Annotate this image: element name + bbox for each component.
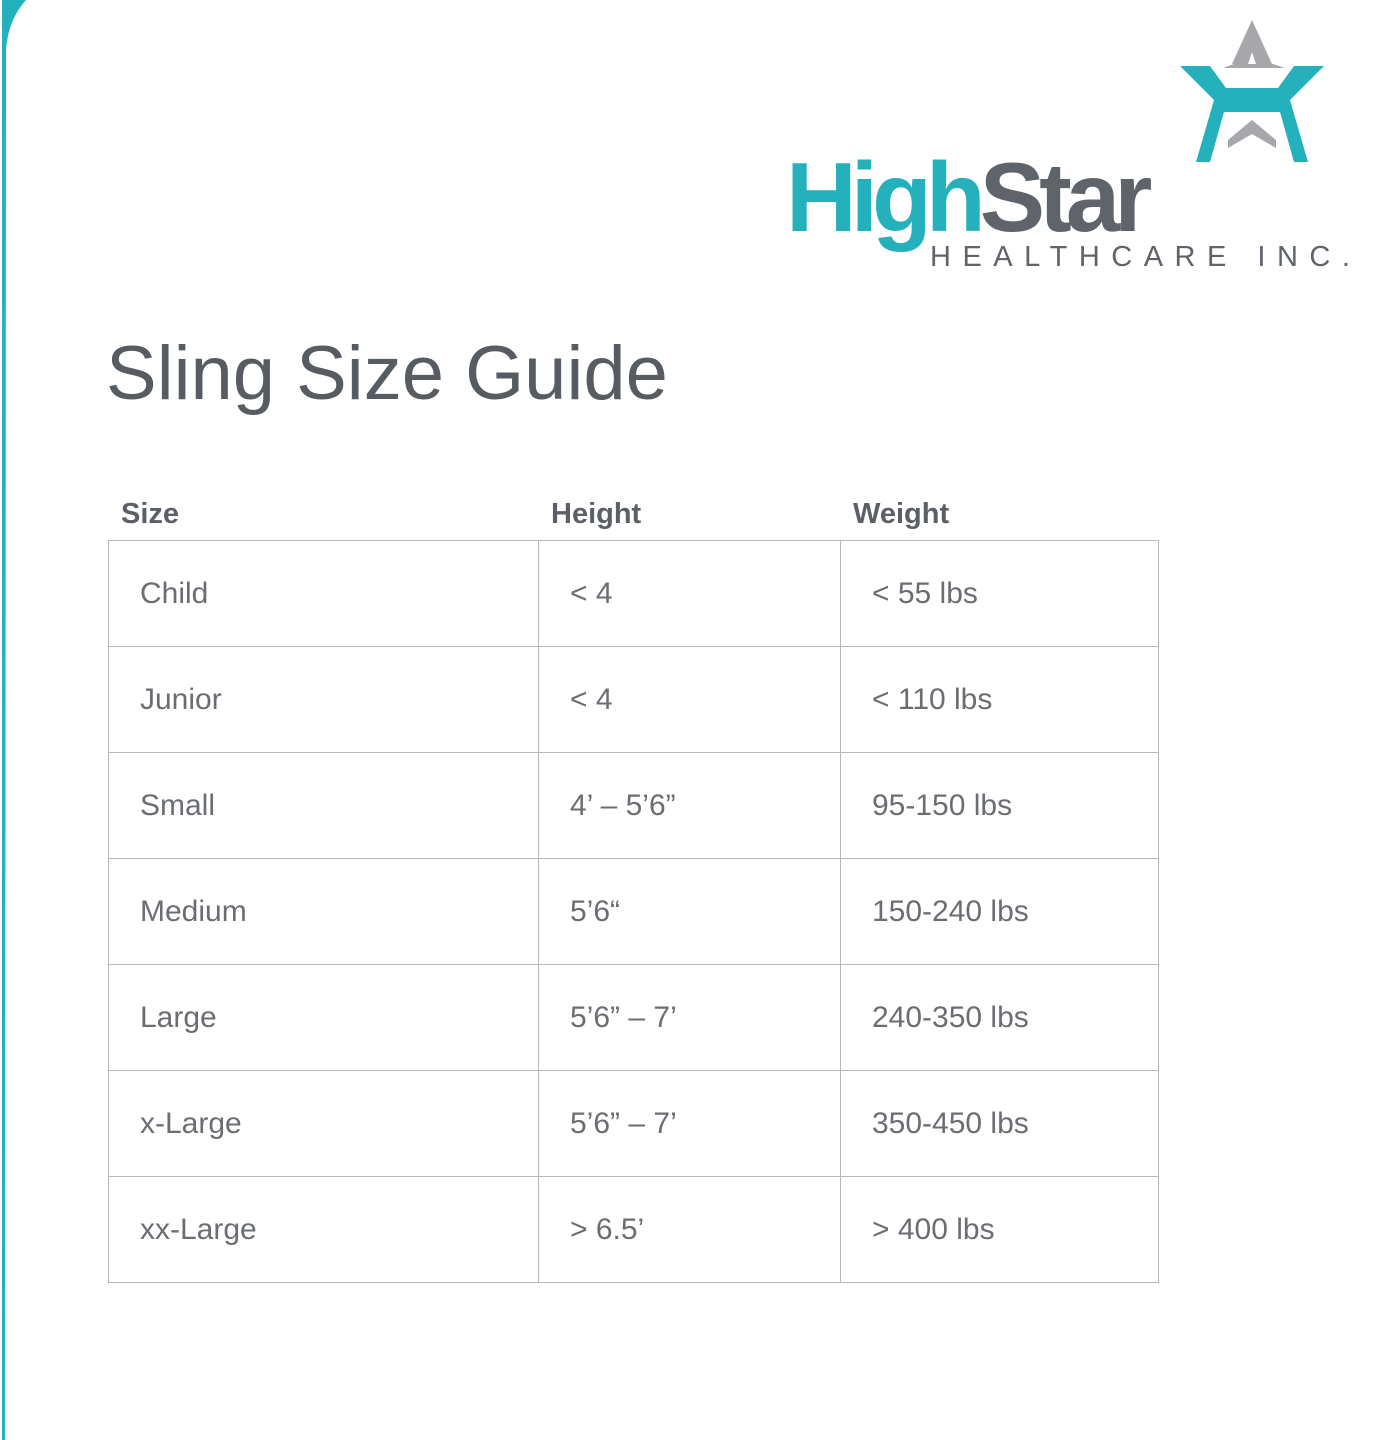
cell-height: 5’6” – 7’	[538, 1070, 841, 1177]
cell-size: x-Large	[108, 1070, 539, 1177]
table-row: xx-Large > 6.5’ > 400 lbs	[108, 1176, 1159, 1283]
column-header-size: Size	[121, 498, 180, 530]
column-header-height: Height	[551, 498, 642, 530]
table-row: Child < 4 < 55 lbs	[108, 540, 1159, 647]
star-logo-icon	[1180, 20, 1324, 162]
cell-weight: < 110 lbs	[840, 646, 1159, 753]
cell-weight: 95-150 lbs	[840, 752, 1159, 859]
cell-height: < 4	[538, 540, 841, 647]
cell-height: 5’6” – 7’	[538, 964, 841, 1071]
brand-star: Star	[979, 142, 1153, 252]
table-row: Large 5’6” – 7’ 240-350 lbs	[108, 964, 1159, 1071]
page-title: Sling Size Guide	[106, 331, 668, 416]
cell-height: 4’ – 5’6”	[538, 752, 841, 859]
table-row: x-Large 5’6” – 7’ 350-450 lbs	[108, 1070, 1159, 1177]
brand-subtitle: HEALTHCARE INC.	[930, 241, 1362, 273]
brand-high: High	[786, 142, 986, 252]
cell-weight: 350-450 lbs	[840, 1070, 1159, 1177]
cell-size: Small	[108, 752, 539, 859]
cell-size: Large	[108, 964, 539, 1071]
table-row: Medium 5’6“ 150-240 lbs	[108, 858, 1159, 965]
cell-height: < 4	[538, 646, 841, 753]
table-row: Small 4’ – 5’6” 95-150 lbs	[108, 752, 1159, 859]
cell-size: Child	[108, 540, 539, 647]
cell-height: > 6.5’	[538, 1176, 841, 1283]
size-table: Child < 4 < 55 lbs Junior < 4 < 110 lbs Small 4…	[108, 540, 1159, 1283]
cell-height: 5’6“	[538, 858, 841, 965]
table-row: Junior < 4 < 110 lbs	[108, 646, 1159, 753]
cell-size: Medium	[108, 858, 539, 965]
brand-wordmark: HighStar	[786, 148, 1152, 246]
cell-weight: 240-350 lbs	[840, 964, 1159, 1071]
cell-size: xx-Large	[108, 1176, 539, 1283]
cell-weight: 150-240 lbs	[840, 858, 1159, 965]
cell-size: Junior	[108, 646, 539, 753]
column-header-weight: Weight	[853, 498, 950, 530]
cell-weight: > 400 lbs	[840, 1176, 1159, 1283]
teal-edge-decoration	[2, 0, 26, 1440]
cell-weight: < 55 lbs	[840, 540, 1159, 647]
